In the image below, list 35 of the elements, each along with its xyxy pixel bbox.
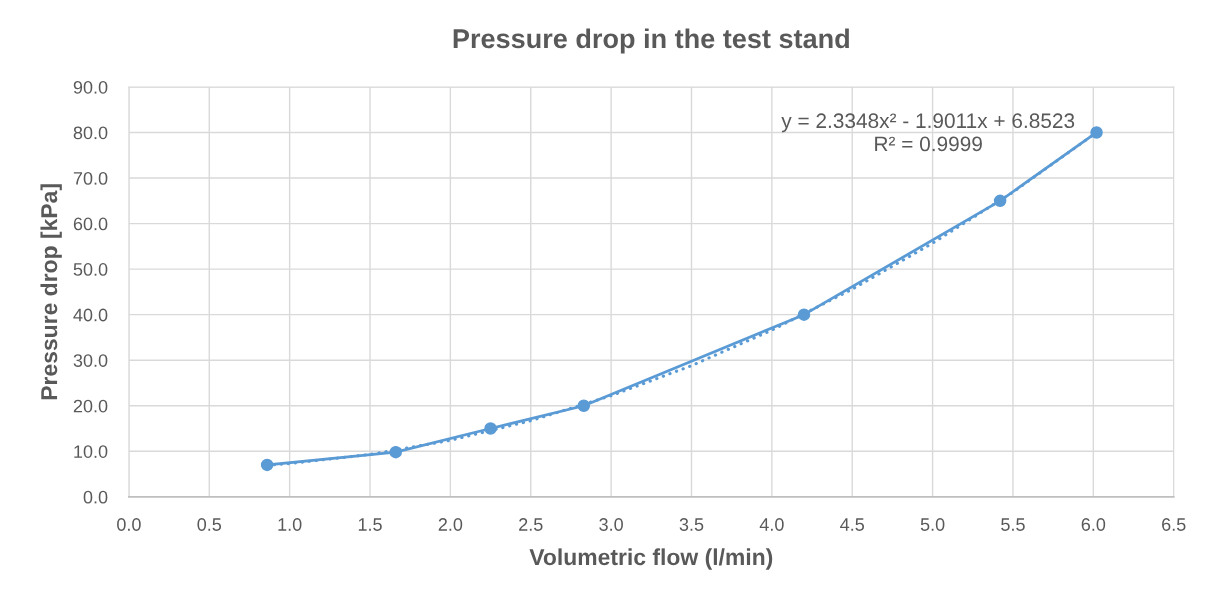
x-tick-label: 6.0 (1081, 518, 1106, 531)
point (577, 399, 591, 412)
point (389, 445, 402, 459)
y-tick-label: 30.0 (73, 354, 108, 367)
chart-title: Pressure drop in the test stand (453, 28, 849, 54)
point (993, 194, 1007, 208)
x-tick-label: 3.0 (599, 518, 623, 531)
y-tick-label: 70.0 (73, 172, 108, 185)
y-tick-label: 40.0 (73, 308, 108, 322)
y-tick-label: 20.0 (73, 399, 108, 413)
y-tick-label: 90.0 (73, 80, 108, 94)
x-tick-label: 5.5 (1001, 518, 1025, 531)
y-tick-label: 80.0 (73, 126, 108, 140)
point (260, 458, 274, 472)
x-tick-label: 5.0 (920, 518, 945, 531)
annotation: y = 2.3348x² - 1.9011x + 6.8523 R² = 0.9999 (781, 113, 1075, 152)
x-tick-label: 4.5 (840, 518, 865, 531)
x-tick-label: 6.5 (1162, 518, 1186, 531)
y-axis-title: Pressure drop [kPa] (40, 184, 62, 400)
x-axis-title: Volumetric flow (l/min) (529, 548, 773, 570)
x-tick-label: 0.0 (117, 518, 141, 531)
point (484, 422, 497, 435)
y-tick-label: 0.0 (83, 490, 108, 504)
x-tick-label: 1.5 (358, 518, 382, 531)
point (1090, 126, 1103, 139)
x-tick-label: 1.0 (278, 518, 302, 531)
x-tick-label: 0.5 (197, 518, 222, 531)
x-tick-label: 2.5 (519, 518, 543, 531)
y-tick-label: 50.0 (73, 263, 108, 276)
x-tick-label: 2.0 (438, 518, 463, 531)
y-tick-label: 60.0 (73, 217, 108, 231)
x-tick-label: 4.0 (759, 518, 784, 531)
point (797, 308, 811, 321)
x-tick-label: 3.5 (679, 518, 704, 531)
y-tick-label: 10.0 (74, 445, 108, 458)
